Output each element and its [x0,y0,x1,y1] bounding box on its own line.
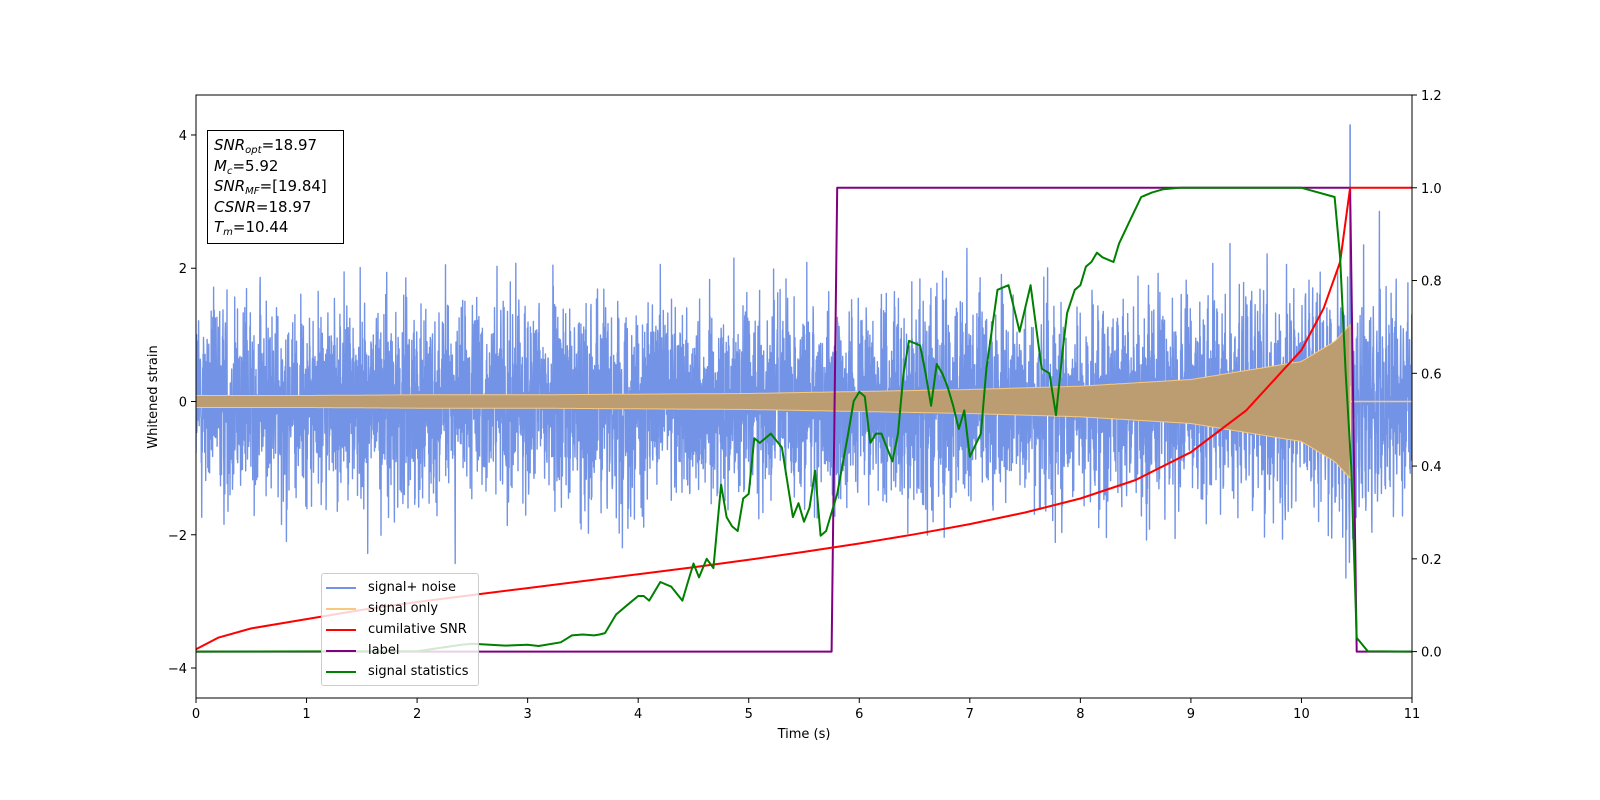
x-tick-label: 6 [855,707,863,722]
y2-tick-label: 0.2 [1421,553,1442,568]
y2-tick-label: 0.6 [1421,367,1442,382]
csnr-annotation: CSNR=18.97 [214,197,312,216]
legend-label: signal only [368,601,439,616]
x-tick-label: 0 [192,707,200,722]
x-axis-label: Time (s) [777,727,831,742]
y-tick-label: −4 [168,662,187,677]
legend-item-signal-only: signal only [326,598,472,619]
y-tick-label: 2 [179,262,187,277]
x-tick-label: 1 [302,707,310,722]
y2-tick-label: 0.0 [1421,646,1442,661]
legend-swatch [326,649,356,652]
x-tick-label: 2 [413,707,421,722]
series-label-line [196,186,1412,653]
annotation-box: SNRopt=18.97 Mc=5.92 SNRMF=[19.84] CSNR=… [207,130,344,244]
series-signal-only-band [196,323,1351,480]
mc-annotation: Mc=5.92 [214,156,279,177]
legend-item-signal-noise: signal+ noise [326,577,472,598]
x-tick-label: 8 [1076,707,1084,722]
series-signal-statistics-line [196,186,1412,653]
legend-item-cumulative-snr: cumilative SNR [326,619,472,640]
snr-opt-annotation: SNRopt=18.97 [214,136,318,156]
plot-frame [195,94,1413,699]
legend-swatch [326,607,356,610]
y2-tick-label: 1.2 [1421,89,1442,104]
y-tick-label: 0 [179,395,187,410]
x-tick-label: 11 [1404,707,1421,722]
y2-tick-label: 1.0 [1421,182,1442,197]
snr-mf-annotation: SNRMF=[19.84] [214,177,327,197]
legend-item-label: label [326,640,472,661]
x-tick-label: 4 [634,707,642,722]
x-tick-label: 5 [745,707,753,722]
legend-label: signal+ noise [368,580,457,595]
x-tick-label: 10 [1293,707,1310,722]
y-tick-label: 4 [179,129,187,144]
x-tick-label: 9 [1187,707,1195,722]
legend-swatch [326,586,356,589]
legend-label: label [368,643,400,658]
y2-tick-label: 0.4 [1421,460,1442,475]
legend-swatch [326,628,356,631]
tm-annotation: Tm=10.44 [214,218,289,238]
legend-label: signal statistics [368,664,469,679]
legend-swatch [326,670,356,673]
series-signal-noise-line [196,124,1412,579]
legend-item-signal-statistics: signal statistics [326,661,472,682]
x-tick-label: 7 [966,707,974,722]
legend-label: cumilative SNR [368,622,467,637]
y2-tick-label: 0.8 [1421,275,1442,290]
x-tick-label: 3 [523,707,531,722]
legend: signal+ noise signal only cumilative SNR… [321,573,479,686]
y-tick-label: −2 [168,529,187,544]
y-axis-label: Whitened strain [146,345,161,448]
